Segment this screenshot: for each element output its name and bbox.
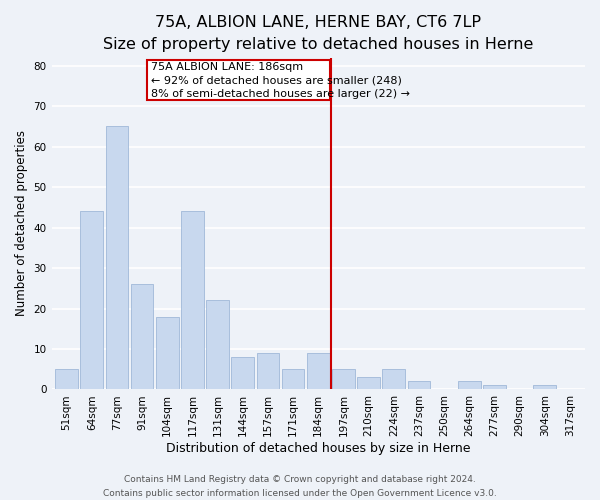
Bar — [458, 382, 481, 390]
Bar — [131, 284, 154, 390]
Text: ← 92% of detached houses are smaller (248): ← 92% of detached houses are smaller (24… — [151, 75, 402, 85]
FancyBboxPatch shape — [147, 60, 329, 100]
Bar — [55, 369, 78, 390]
Bar — [106, 126, 128, 390]
Bar — [181, 212, 204, 390]
Bar — [206, 300, 229, 390]
Bar — [407, 382, 430, 390]
Bar — [232, 357, 254, 390]
Bar — [332, 369, 355, 390]
Bar — [307, 353, 329, 390]
Bar — [533, 386, 556, 390]
Bar — [282, 369, 304, 390]
Bar — [483, 386, 506, 390]
Bar — [357, 378, 380, 390]
Text: Contains HM Land Registry data © Crown copyright and database right 2024.
Contai: Contains HM Land Registry data © Crown c… — [103, 476, 497, 498]
Title: 75A, ALBION LANE, HERNE BAY, CT6 7LP
Size of property relative to detached house: 75A, ALBION LANE, HERNE BAY, CT6 7LP Siz… — [103, 15, 533, 52]
Bar — [382, 369, 405, 390]
X-axis label: Distribution of detached houses by size in Herne: Distribution of detached houses by size … — [166, 442, 470, 455]
Bar — [156, 316, 179, 390]
Y-axis label: Number of detached properties: Number of detached properties — [15, 130, 28, 316]
Text: 75A ALBION LANE: 186sqm: 75A ALBION LANE: 186sqm — [151, 62, 303, 72]
Bar — [257, 353, 279, 390]
Bar — [80, 212, 103, 390]
Text: 8% of semi-detached houses are larger (22) →: 8% of semi-detached houses are larger (2… — [151, 88, 410, 99]
